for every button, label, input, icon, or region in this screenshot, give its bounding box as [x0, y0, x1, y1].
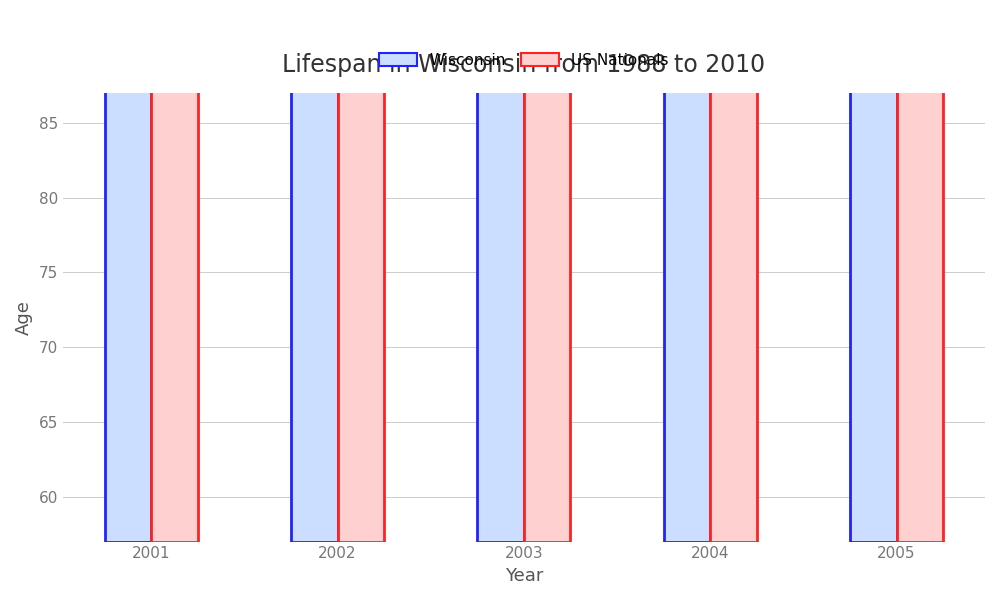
Bar — [338, 0, 384, 542]
Bar — [664, 0, 710, 542]
Bar — [524, 0, 570, 542]
X-axis label: Year: Year — [505, 567, 543, 585]
Bar — [291, 0, 338, 542]
Bar — [105, 0, 151, 542]
Legend: Wisconsin, US Nationals: Wisconsin, US Nationals — [373, 47, 675, 74]
Bar — [710, 0, 757, 542]
Bar — [151, 0, 198, 542]
Bar — [897, 0, 943, 542]
Bar — [477, 0, 524, 542]
Y-axis label: Age: Age — [15, 300, 33, 335]
Title: Lifespan in Wisconsin from 1988 to 2010: Lifespan in Wisconsin from 1988 to 2010 — [282, 53, 765, 77]
Bar — [850, 0, 897, 542]
